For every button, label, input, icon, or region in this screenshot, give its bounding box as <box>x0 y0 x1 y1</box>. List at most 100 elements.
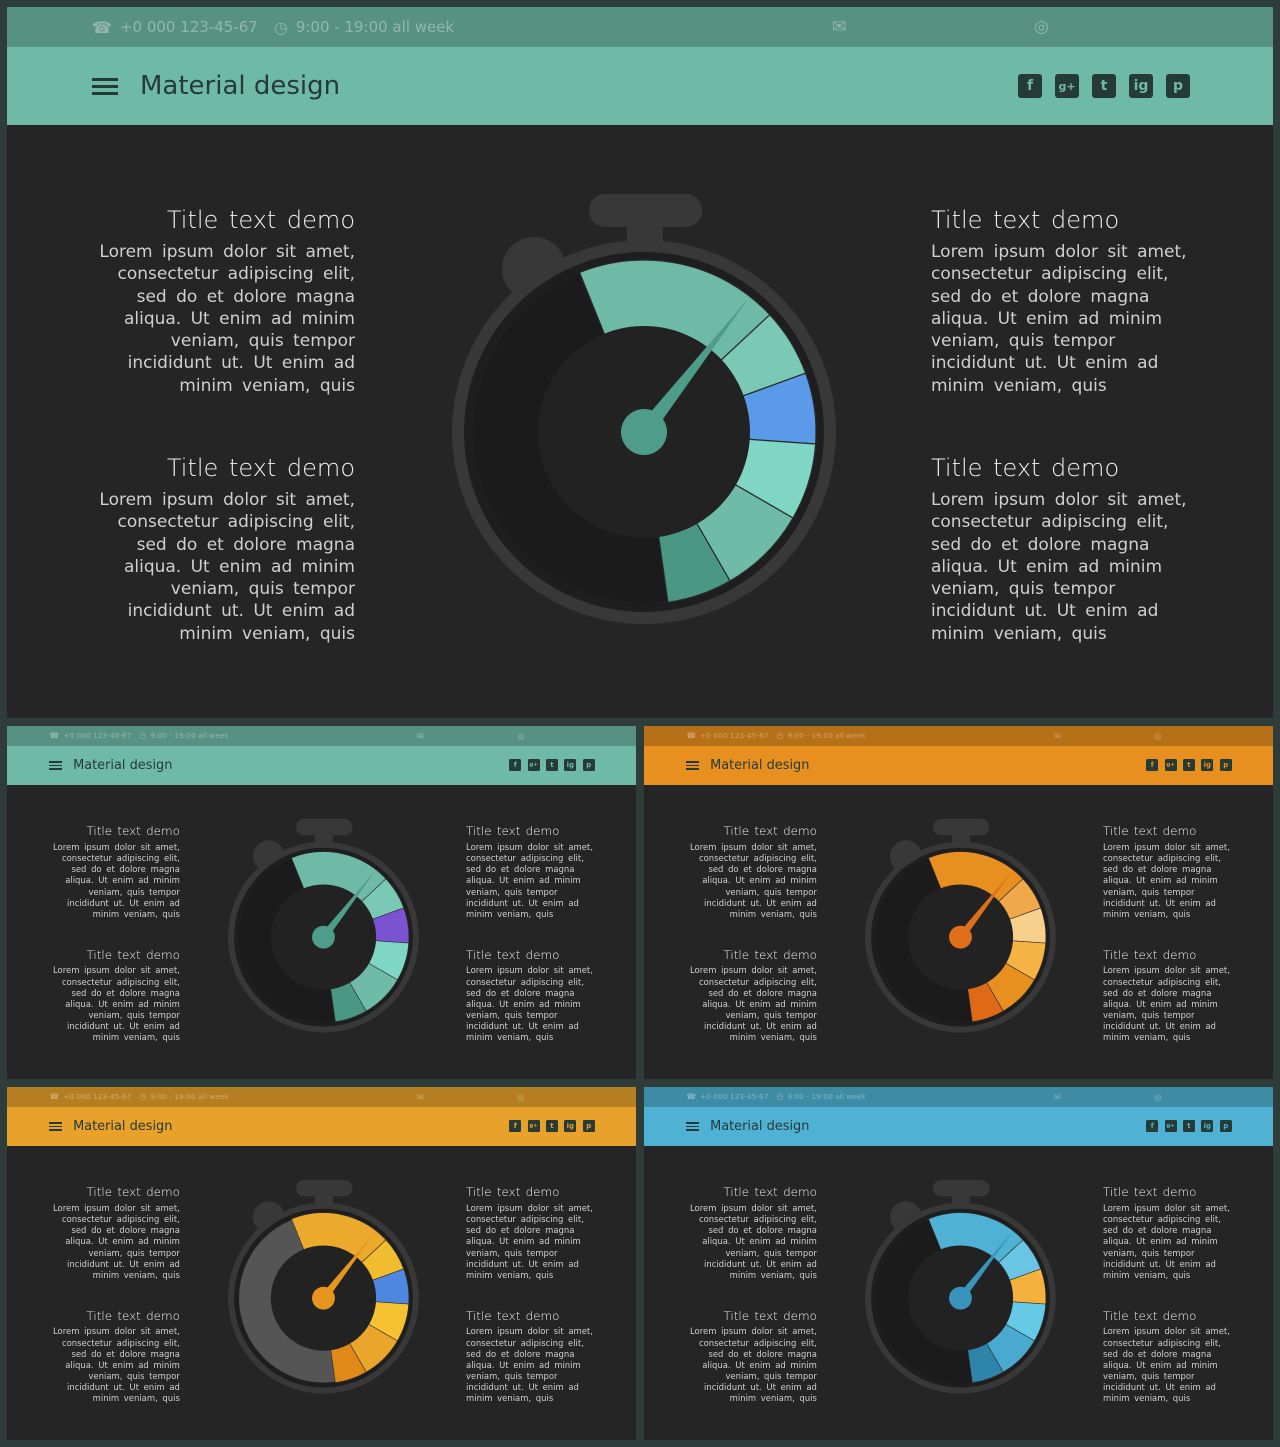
pinterest-icon[interactable]: p <box>1166 74 1190 98</box>
block-title: Title text demo <box>1103 947 1197 962</box>
phone-icon: ☎ <box>92 17 112 37</box>
body-line: aliqua. Ut enim ad minim <box>65 875 180 886</box>
google-plus-icon[interactable]: g+ <box>527 759 540 772</box>
body-line: sed do et dolore magna <box>708 1225 817 1236</box>
mail-icon[interactable]: ✉ <box>416 1091 424 1102</box>
text-block: Title text demo Lorem ipsum dolor sit ame… <box>42 947 180 1043</box>
body-line: consectetur adipiscing elit, <box>931 264 1169 285</box>
page-title: Material design <box>73 1118 173 1134</box>
facebook-icon[interactable]: f <box>509 759 522 772</box>
body-line: sed do et dolore magna <box>466 1225 575 1236</box>
instagram-icon[interactable]: ig <box>1201 759 1214 772</box>
twitter-icon[interactable]: t <box>546 759 558 772</box>
body-line: consectetur adipiscing elit, <box>466 976 584 987</box>
social-links: f g+ t ig p <box>1018 74 1190 98</box>
block-title: Title text demo <box>86 1308 180 1323</box>
google-plus-icon[interactable]: g+ <box>1164 759 1177 772</box>
globe-icon[interactable]: ◎ <box>1154 1091 1162 1102</box>
body-line: minim veniam, quis <box>729 908 817 919</box>
top-info-bar: ☎ +0 000 123-45-67 ◷ 9:00 - 19:00 all week ✉… <box>7 726 636 746</box>
twitter-icon[interactable]: t <box>1183 759 1195 772</box>
instagram-icon[interactable]: ig <box>564 759 577 772</box>
phone-number[interactable]: +0 000 123-45-67 <box>700 1092 769 1102</box>
body-line: consectetur adipiscing elit, <box>699 1337 817 1348</box>
hamburger-icon[interactable] <box>49 1122 63 1131</box>
block-title: Title text demo <box>931 206 1120 234</box>
body-line: consectetur adipiscing elit, <box>931 512 1169 533</box>
text-block: Title text demo Lorem ipsum dolor sit ame… <box>1103 1186 1252 1280</box>
mail-icon[interactable]: ✉ <box>416 730 424 741</box>
body-line: veniam, quis tempor <box>1103 1247 1195 1258</box>
pinterest-icon[interactable]: p <box>1219 759 1232 772</box>
block-body: Lorem ipsum dolor sit amet, consectetur a… <box>931 241 1231 397</box>
body-line: incididunt ut. Ut enim ad <box>931 353 1159 374</box>
body-line: minim veniam, quis <box>729 1269 817 1280</box>
body-line: minim veniam, quis <box>931 623 1107 644</box>
body-line: consectetur adipiscing elit, <box>1103 1214 1221 1225</box>
body-line: consectetur adipiscing elit, <box>699 853 817 864</box>
block-body: Lorem ipsum dolor sit amet, consectetur a… <box>77 489 355 645</box>
body-line: minim veniam, quis <box>466 1031 554 1042</box>
body-line: veniam, quis tempor <box>931 331 1116 352</box>
facebook-icon[interactable]: f <box>1146 1120 1159 1133</box>
phone-number[interactable]: +0 000 123-45-67 <box>63 1092 132 1102</box>
pinterest-icon[interactable]: p <box>1219 1120 1232 1133</box>
body-line: incididunt ut. Ut enim ad <box>466 1258 579 1269</box>
body-line: consectetur adipiscing elit, <box>466 853 584 864</box>
body-line: Lorem ipsum dolor sit amet, <box>466 965 593 976</box>
facebook-icon[interactable]: f <box>1146 759 1159 772</box>
hamburger-icon[interactable] <box>92 78 118 96</box>
block-body: Lorem ipsum dolor sit amet, consectetur a… <box>679 1203 817 1281</box>
twitter-icon[interactable]: t <box>1183 1120 1195 1133</box>
hamburger-icon[interactable] <box>49 761 63 770</box>
google-plus-icon[interactable]: g+ <box>527 1120 540 1133</box>
mail-icon[interactable]: ✉ <box>832 17 847 37</box>
pinterest-icon[interactable]: p <box>582 1120 595 1133</box>
block-body: Lorem ipsum dolor sit amet, consectetur a… <box>466 842 615 920</box>
mail-icon[interactable]: ✉ <box>1053 1091 1061 1102</box>
body-line: aliqua. Ut enim ad minim <box>466 998 581 1009</box>
google-plus-icon[interactable]: g+ <box>1164 1120 1177 1133</box>
block-title: Title text demo <box>931 454 1120 482</box>
block-title: Title text demo <box>466 947 560 962</box>
phone-number[interactable]: +0 000 123-45-67 <box>119 18 258 36</box>
body-line: aliqua. Ut enim ad minim <box>123 556 355 577</box>
body-line: aliqua. Ut enim ad minim <box>1103 998 1218 1009</box>
contact-info: ☎ +0 000 123-45-67 ◷ 9:00 - 19:00 all week <box>686 726 866 746</box>
globe-icon[interactable]: ◎ <box>517 1091 525 1102</box>
text-block: Title text demo Lorem ipsum dolor sit ame… <box>466 947 615 1043</box>
hamburger-icon[interactable] <box>686 1122 700 1131</box>
phone-icon: ☎ <box>686 731 697 741</box>
block-body: Lorem ipsum dolor sit amet, consectetur a… <box>42 1326 180 1404</box>
pinterest-icon[interactable]: p <box>582 759 595 772</box>
instagram-icon[interactable]: ig <box>1201 1120 1214 1133</box>
body-line: sed do et dolore magna <box>466 1348 575 1359</box>
twitter-icon[interactable]: t <box>1092 74 1116 98</box>
facebook-icon[interactable]: f <box>509 1120 522 1133</box>
twitter-icon[interactable]: t <box>546 1120 558 1133</box>
body-line: Lorem ipsum dolor sit amet, <box>690 965 817 976</box>
body-line: incididunt ut. Ut enim ad <box>704 1020 817 1031</box>
text-block: Title text demo Lorem ipsum dolor sit ame… <box>679 948 817 1043</box>
google-plus-icon[interactable]: g+ <box>1055 74 1079 98</box>
phone-number[interactable]: +0 000 123-45-67 <box>700 731 769 741</box>
block-body: Lorem ipsum dolor sit amet, consectetur a… <box>679 1326 817 1404</box>
body-line: aliqua. Ut enim ad minim <box>702 1359 817 1370</box>
phone-number[interactable]: +0 000 123-45-67 <box>63 731 132 741</box>
block-title: Title text demo <box>86 947 180 962</box>
block-body: Lorem ipsum dolor sit amet, consectetur a… <box>931 489 1231 645</box>
globe-icon[interactable]: ◎ <box>1154 730 1162 741</box>
mail-icon[interactable]: ✉ <box>1053 730 1061 741</box>
globe-icon[interactable]: ◎ <box>517 730 525 741</box>
facebook-icon[interactable]: f <box>1018 74 1042 98</box>
hamburger-icon[interactable] <box>686 761 700 770</box>
body-line: minim veniam, quis <box>931 375 1107 396</box>
instagram-icon[interactable]: ig <box>564 1120 577 1133</box>
body-line: incididunt ut. Ut enim ad <box>931 601 1159 622</box>
text-block: Title text demo Lorem ipsum dolor sit ame… <box>1103 825 1252 919</box>
body-line: sed do et dolore magna <box>136 534 355 555</box>
globe-icon[interactable]: ◎ <box>1034 17 1049 37</box>
body-line: aliqua. Ut enim ad minim <box>466 1236 581 1247</box>
contact-info: ☎ +0 000 123-45-67 ◷ 9:00 - 19:00 all week <box>92 7 454 47</box>
instagram-icon[interactable]: ig <box>1129 74 1153 98</box>
